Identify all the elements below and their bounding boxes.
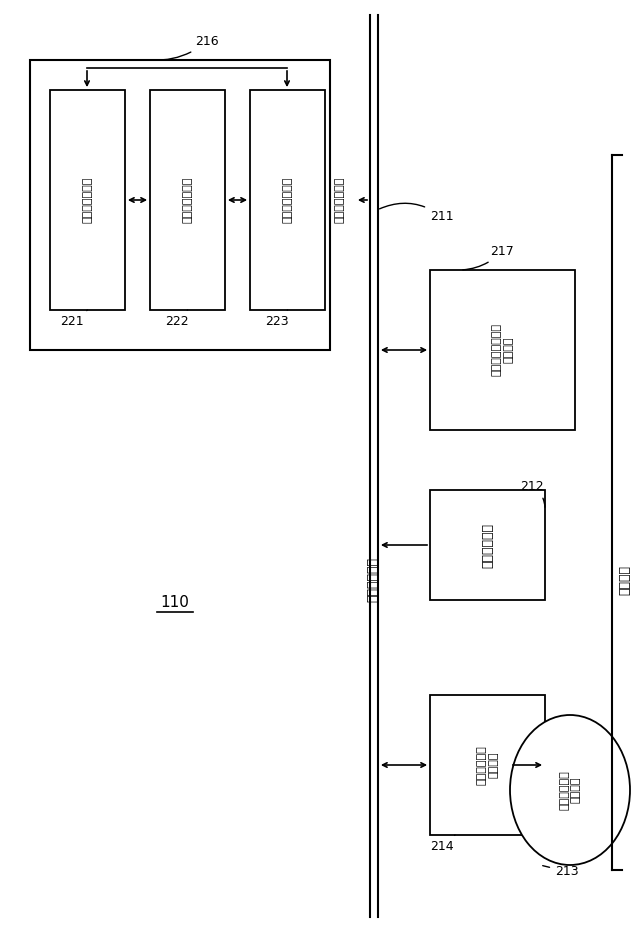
Text: 211: 211 — [380, 203, 454, 223]
Text: 動作モジュール: 動作モジュール — [83, 177, 93, 223]
Text: 217: 217 — [463, 245, 514, 270]
Bar — [30, 60, 330, 350]
Text: アプリケーション
固有機能: アプリケーション 固有機能 — [492, 323, 513, 377]
Bar — [150, 90, 225, 310]
Text: 216: 216 — [153, 35, 219, 61]
Text: 213: 213 — [543, 865, 579, 878]
Text: 設定モジュール: 設定モジュール — [182, 177, 193, 223]
Text: ネットワーク
アダプタ: ネットワーク アダプタ — [477, 745, 499, 785]
Text: コントローラ: コントローラ — [481, 523, 494, 568]
Text: 電気機器: 電気機器 — [618, 565, 632, 595]
Text: 214: 214 — [430, 835, 455, 853]
Text: システムバス: システムバス — [367, 557, 380, 602]
Text: 110: 110 — [161, 595, 189, 610]
Bar — [50, 90, 125, 310]
Text: 212: 212 — [520, 480, 545, 507]
Bar — [430, 490, 545, 600]
Text: ネットワーク
コネクタ: ネットワーク コネクタ — [559, 770, 581, 810]
Bar — [430, 695, 545, 835]
Bar — [250, 90, 325, 310]
Ellipse shape — [510, 715, 630, 865]
Bar — [430, 270, 575, 430]
Text: 222: 222 — [165, 310, 189, 328]
Text: 223: 223 — [265, 310, 289, 328]
Text: 221: 221 — [60, 310, 88, 328]
Text: 記憶モジュール: 記憶モジュール — [335, 177, 345, 223]
Text: 登録モジュール: 登録モジュール — [282, 177, 292, 223]
